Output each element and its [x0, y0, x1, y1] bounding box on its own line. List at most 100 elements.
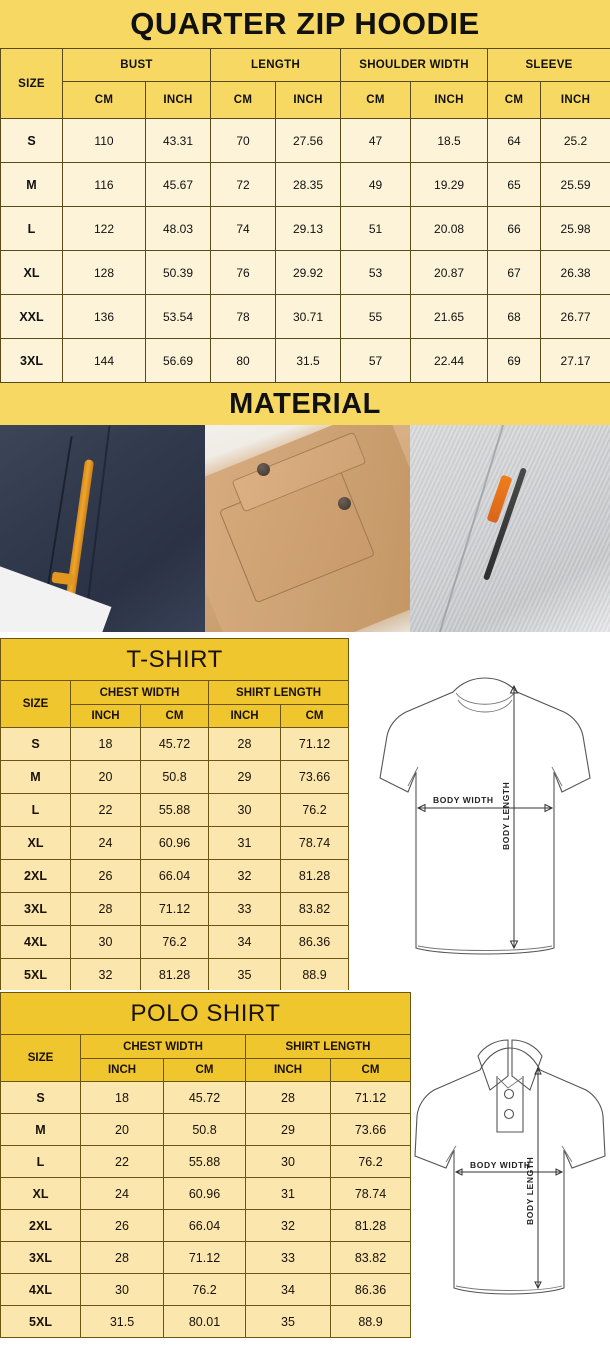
- tshirt-cell-size: 3XL: [0, 892, 71, 926]
- tshirt-cell-size: 2XL: [0, 859, 71, 893]
- polo-cell-length-cm: 78.74: [330, 1177, 411, 1210]
- hoodie-cell-length-in: 29.92: [275, 250, 342, 295]
- polo-cell-length-in: 33: [245, 1241, 331, 1274]
- polo-title: POLO SHIRT: [0, 992, 411, 1035]
- tshirt-cell-length-cm: 83.82: [279, 892, 350, 926]
- polo-table-row: XL 24 60.96 31 78.74: [0, 1177, 411, 1210]
- hoodie-cell-sleeve-cm: 66: [487, 206, 542, 251]
- tshirt-cell-length-cm: 76.2: [279, 793, 350, 827]
- hoodie-cell-shoulder-in: 20.08: [410, 206, 489, 251]
- hoodie-unit-shoulder-inch: INCH: [410, 81, 489, 119]
- tshirt-table-row: XL 24 60.96 31 78.74: [0, 826, 350, 860]
- polo-unit-length-inch: INCH: [245, 1058, 331, 1082]
- tshirt-title: T-SHIRT: [0, 638, 350, 681]
- tshirt-cell-size: 4XL: [0, 925, 71, 959]
- tshirt-cell-size: S: [0, 727, 71, 761]
- polo-cell-chest-in: 24: [80, 1177, 164, 1210]
- tshirt-table-row: L 22 55.88 30 76.2: [0, 793, 350, 827]
- polo-col-size: SIZE: [0, 1034, 81, 1082]
- polo-cell-length-cm: 71.12: [330, 1081, 411, 1114]
- gray-fleece-zip-pocket-photo: [410, 425, 610, 632]
- snap-button-top: [257, 463, 270, 476]
- hoodie-cell-bust-cm: 110: [62, 118, 146, 163]
- polo-section: POLO SHIRT SIZE CHEST WIDTH SHIRT LENGTH…: [0, 990, 610, 1338]
- tshirt-cell-chest-in: 32: [70, 958, 141, 992]
- hoodie-unit-length-inch: INCH: [275, 81, 342, 119]
- hoodie-cell-shoulder-cm: 47: [340, 118, 412, 163]
- hoodie-cell-sleeve-in: 26.38: [540, 250, 610, 295]
- tshirt-cell-chest-in: 26: [70, 859, 141, 893]
- hoodie-cell-size: XL: [0, 250, 63, 295]
- hoodie-cell-bust-in: 50.39: [144, 250, 212, 295]
- hoodie-cell-sleeve-in: 27.17: [540, 338, 610, 383]
- hoodie-table-row: S 110 43.31 70 27.56 47 18.5 64 25.2: [0, 118, 610, 163]
- tshirt-section: T-SHIRT SIZE CHEST WIDTH SHIRT LENGTH IN…: [0, 632, 610, 992]
- tshirt-cell-length-cm: 78.74: [279, 826, 350, 860]
- hoodie-cell-shoulder-cm: 57: [340, 338, 412, 383]
- tshirt-cell-chest-cm: 60.96: [140, 826, 209, 860]
- polo-cell-chest-in: 20: [80, 1113, 164, 1146]
- hoodie-cell-shoulder-cm: 55: [340, 294, 412, 339]
- polo-cell-length-in: 28: [245, 1081, 331, 1114]
- polo-cell-chest-cm: 80.01: [163, 1305, 246, 1338]
- tshirt-cell-chest-cm: 71.12: [140, 892, 209, 926]
- polo-cell-length-cm: 73.66: [330, 1113, 411, 1146]
- hoodie-cell-length-cm: 70: [210, 118, 277, 163]
- tshirt-col-size: SIZE: [0, 680, 71, 728]
- hoodie-cell-shoulder-in: 21.65: [410, 294, 489, 339]
- hoodie-cell-length-cm: 78: [210, 294, 277, 339]
- tshirt-cell-chest-cm: 76.2: [140, 925, 209, 959]
- hoodie-cell-length-in: 31.5: [275, 338, 342, 383]
- tshirt-cell-chest-in: 28: [70, 892, 141, 926]
- hoodie-table-row: 3XL 144 56.69 80 31.5 57 22.44 69 27.17: [0, 338, 610, 383]
- tshirt-cell-length-in: 35: [208, 958, 281, 992]
- polo-table-row: S 18 45.72 28 71.12: [0, 1081, 411, 1114]
- tshirt-cell-chest-cm: 50.8: [140, 760, 209, 794]
- hoodie-cell-shoulder-cm: 53: [340, 250, 412, 295]
- tshirt-body-length-label: BODY LENGTH: [501, 782, 511, 850]
- hoodie-table-row: XL 128 50.39 76 29.92 53 20.87 67 26.38: [0, 250, 610, 295]
- polo-cell-chest-cm: 50.8: [163, 1113, 246, 1146]
- polo-cell-chest-cm: 45.72: [163, 1081, 246, 1114]
- polo-cell-length-in: 29: [245, 1113, 331, 1146]
- hoodie-cell-bust-in: 48.03: [144, 206, 212, 251]
- tshirt-col-chest-width: CHEST WIDTH: [70, 680, 209, 705]
- material-photo-strip: [0, 425, 610, 632]
- polo-cell-size: S: [0, 1081, 81, 1114]
- hoodie-cell-length-in: 27.56: [275, 118, 342, 163]
- hoodie-cell-sleeve-in: 25.98: [540, 206, 610, 251]
- polo-cell-length-in: 35: [245, 1305, 331, 1338]
- tshirt-table-row: M 20 50.8 29 73.66: [0, 760, 350, 794]
- tshirt-table-row: 5XL 32 81.28 35 88.9: [0, 958, 350, 992]
- hoodie-cell-bust-in: 45.67: [144, 162, 212, 207]
- polo-diagram: BODY WIDTH BODY LENGTH: [412, 1010, 608, 1310]
- hoodie-cell-bust-cm: 144: [62, 338, 146, 383]
- polo-cell-chest-cm: 76.2: [163, 1273, 246, 1306]
- tshirt-cell-length-in: 29: [208, 760, 281, 794]
- hoodie-col-shoulder-width: SHOULDER WIDTH: [340, 48, 489, 82]
- tshirt-cell-chest-cm: 55.88: [140, 793, 209, 827]
- tshirt-cell-length-cm: 81.28: [279, 859, 350, 893]
- hoodie-cell-sleeve-in: 25.59: [540, 162, 610, 207]
- hoodie-unit-sleeve-inch: INCH: [540, 81, 610, 119]
- polo-table-row: L 22 55.88 30 76.2: [0, 1145, 411, 1178]
- tshirt-cell-size: M: [0, 760, 71, 794]
- polo-cell-chest-cm: 66.04: [163, 1209, 246, 1242]
- tshirt-cell-length-cm: 86.36: [279, 925, 350, 959]
- hoodie-cell-size: M: [0, 162, 63, 207]
- tshirt-unit-length-inch: INCH: [208, 704, 281, 728]
- polo-cell-length-in: 34: [245, 1273, 331, 1306]
- hoodie-cell-length-cm: 72: [210, 162, 277, 207]
- polo-table-row: 3XL 28 71.12 33 83.82: [0, 1241, 411, 1274]
- snap-button-bottom: [338, 497, 351, 510]
- hoodie-cell-size: L: [0, 206, 63, 251]
- hoodie-cell-length-in: 28.35: [275, 162, 342, 207]
- hoodie-cell-sleeve-cm: 65: [487, 162, 542, 207]
- polo-body-width-label: BODY WIDTH: [470, 1160, 531, 1170]
- tshirt-table-row: S 18 45.72 28 71.12: [0, 727, 350, 761]
- hoodie-cell-sleeve-cm: 67: [487, 250, 542, 295]
- polo-size-table: POLO SHIRT SIZE CHEST WIDTH SHIRT LENGTH…: [0, 992, 411, 1338]
- hoodie-cell-bust-cm: 128: [62, 250, 146, 295]
- tshirt-unit-chest-cm: CM: [140, 704, 209, 728]
- tshirt-size-table: T-SHIRT SIZE CHEST WIDTH SHIRT LENGTH IN…: [0, 638, 350, 992]
